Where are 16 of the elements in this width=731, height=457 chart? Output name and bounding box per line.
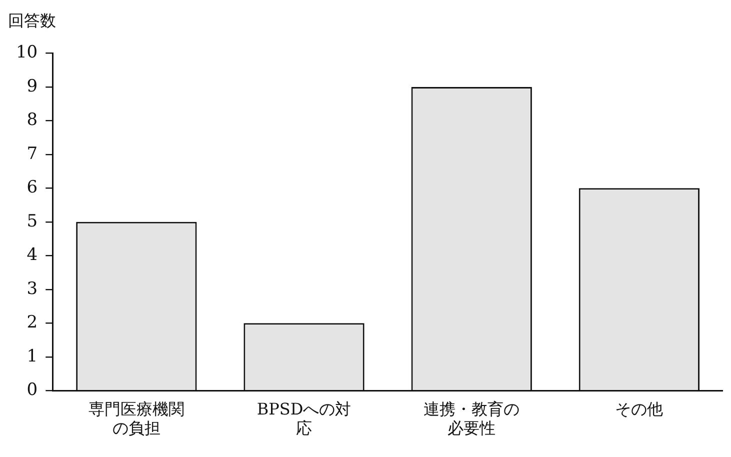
- y-axis-title: 回答数: [8, 10, 56, 30]
- y-tick-label: 9: [26, 76, 38, 96]
- y-tick-label: 8: [26, 110, 38, 130]
- y-tick-label: 6: [26, 178, 38, 198]
- y-tick-label: 1: [26, 346, 38, 366]
- y-tick-label: 3: [26, 278, 38, 299]
- y-tick-label: 10: [16, 42, 38, 63]
- y-tick-label: 4: [26, 245, 38, 266]
- x-tick-label: 連携・教育の必要性: [424, 399, 520, 438]
- y-tick-label: 5: [26, 211, 38, 232]
- x-tick-label: 専門医療機関の負担: [88, 399, 184, 438]
- x-tick-label: BPSDへの対応: [256, 399, 352, 438]
- x-tick-label: その他: [615, 399, 664, 418]
- y-tick-label: 7: [26, 144, 38, 164]
- y-tick-label: 2: [26, 312, 38, 333]
- y-tick-label: 0: [26, 380, 38, 400]
